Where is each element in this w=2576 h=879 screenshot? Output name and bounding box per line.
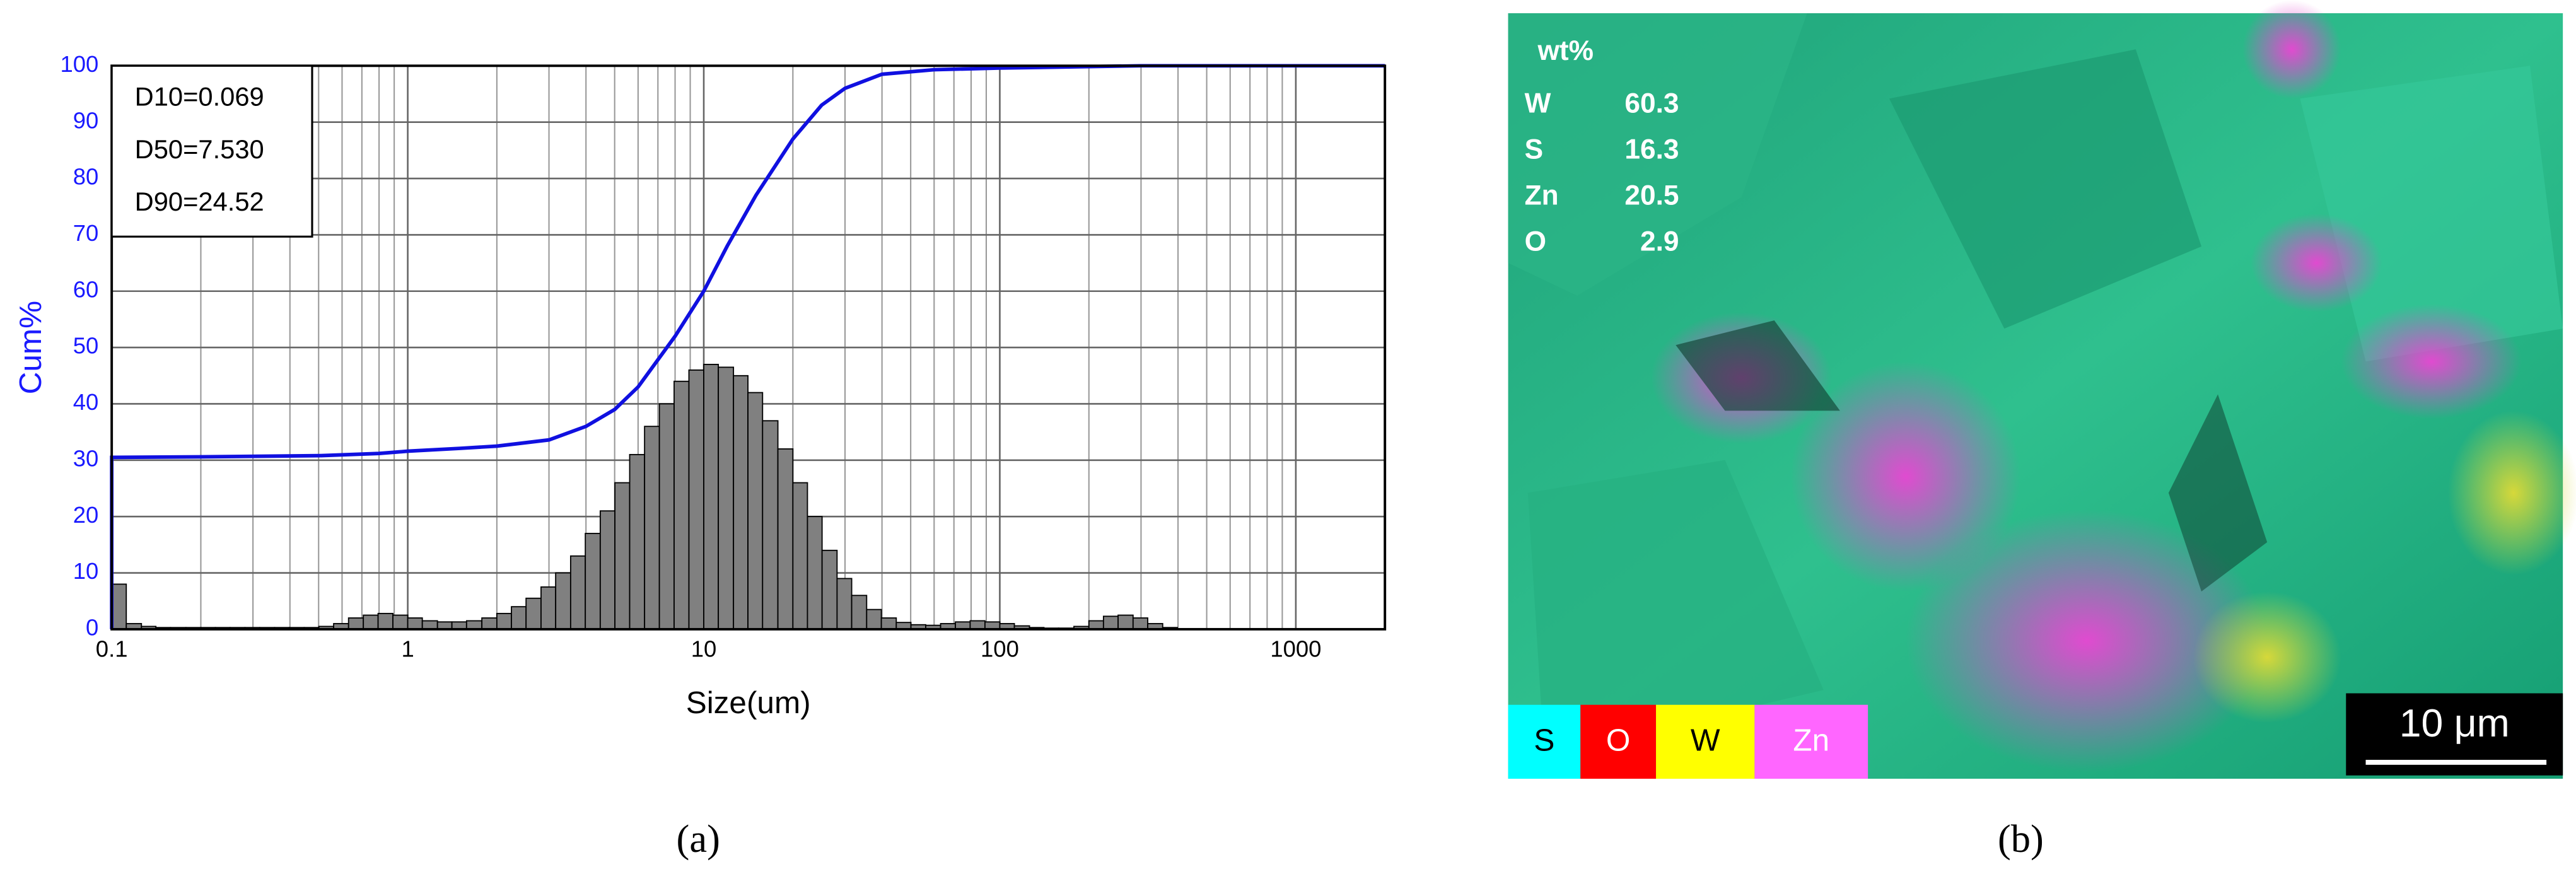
y-tick-label: 0: [86, 615, 98, 641]
histogram-bar: [762, 420, 779, 630]
histogram-bar: [703, 364, 720, 630]
histogram-bar: [1132, 617, 1148, 630]
y-tick-label: 10: [73, 558, 99, 584]
element-wt: 16.3: [1624, 134, 1679, 165]
y-tick-label: 40: [73, 389, 99, 415]
y-tick-label: 70: [73, 220, 99, 246]
y-tick-label: 60: [73, 276, 99, 302]
x-tick-label: 100: [981, 636, 1019, 661]
histogram-bar: [392, 614, 409, 630]
annotation: D50=7.530: [135, 134, 264, 164]
histogram-bar: [658, 403, 675, 630]
histogram-bar: [585, 533, 601, 630]
element-wt: 60.3: [1624, 88, 1679, 119]
histogram-bar: [111, 583, 127, 630]
histogram-bar: [511, 606, 527, 630]
histogram-bar: [673, 380, 690, 630]
composition-table: W 60.3 S 16.3 Zn 20.5 O 2.9: [1525, 88, 1679, 257]
legend-swatch: [1508, 704, 1581, 779]
histogram-bar: [540, 586, 557, 630]
y-tick-label: 100: [60, 51, 98, 77]
composition-header: wt%: [1537, 35, 1594, 66]
element-symbol: W: [1525, 88, 1551, 119]
scale-bar-label: 10 μm: [2399, 701, 2510, 745]
histogram-bar: [777, 448, 794, 630]
histogram-bar: [733, 375, 749, 630]
histogram-bar: [969, 620, 986, 630]
histogram-bar: [569, 555, 586, 630]
histogram-bar: [644, 426, 660, 630]
histogram-bar: [555, 572, 571, 630]
histogram-bar: [347, 617, 364, 630]
element-symbol: O: [1525, 226, 1546, 257]
legend-swatch: [1656, 704, 1755, 779]
histogram-bar: [465, 620, 483, 630]
histogram-bar: [1117, 614, 1134, 630]
annotation-box: [110, 64, 313, 238]
x-axis-label: Size(um): [686, 685, 811, 720]
histogram-bar: [688, 369, 704, 630]
histogram-bar: [851, 595, 868, 630]
histogram-bar: [821, 549, 838, 630]
annotation: D90=24.52: [135, 187, 264, 216]
histogram-bar: [421, 620, 438, 630]
y-tick-label: 80: [73, 164, 99, 190]
histogram-bar: [792, 482, 808, 630]
histogram-bar: [481, 617, 498, 630]
sem-image: [1508, 0, 2576, 779]
x-tick-label: 1000: [1270, 636, 1321, 661]
plot-frame: [110, 64, 1387, 631]
y-tick-label: 90: [73, 107, 99, 133]
x-tick-label: 1: [401, 636, 414, 661]
y-axis-label: Cum%: [13, 301, 48, 394]
histogram-bar: [836, 578, 853, 630]
histogram-bar: [718, 366, 735, 630]
caption: (a): [677, 817, 720, 861]
element-wt: 2.9: [1640, 226, 1679, 257]
legend-label: W: [1691, 723, 1720, 758]
cumulative-line: [110, 64, 1385, 629]
y-tick-label: 50: [73, 333, 99, 359]
element-symbol: Zn: [1525, 180, 1559, 211]
histogram-bar: [1102, 615, 1119, 630]
histogram-bar: [407, 617, 423, 630]
histogram-bar: [614, 482, 631, 630]
histogram-bar: [629, 453, 646, 630]
y-tick-label: 20: [73, 502, 99, 528]
legend-label: O: [1606, 723, 1631, 758]
histogram-bar: [377, 612, 393, 630]
histogram-bar: [525, 597, 542, 630]
legend-label: Zn: [1793, 723, 1829, 758]
x-tick-label: 10: [691, 636, 717, 661]
histogram-bar: [363, 614, 379, 630]
element-symbol: S: [1525, 134, 1544, 165]
histogram-bar: [866, 608, 882, 630]
element-wt: 20.5: [1624, 180, 1679, 211]
histogram-bar: [599, 510, 616, 630]
legend-swatch: [1580, 704, 1657, 779]
annotation: D10=0.069: [135, 81, 264, 111]
histogram-bar: [1088, 620, 1104, 630]
legend-swatch: [1754, 704, 1868, 779]
caption: (b): [1998, 817, 2044, 861]
histogram-bar: [496, 612, 512, 630]
y-tick-label: 30: [73, 445, 99, 471]
element-legend: S O W Zn: [1508, 704, 1868, 779]
x-tick-label: 0.1: [96, 636, 128, 661]
histogram-bar: [807, 516, 823, 630]
legend-label: S: [1534, 723, 1554, 758]
histogram-bar: [880, 617, 897, 630]
histogram-bar: [747, 392, 764, 630]
